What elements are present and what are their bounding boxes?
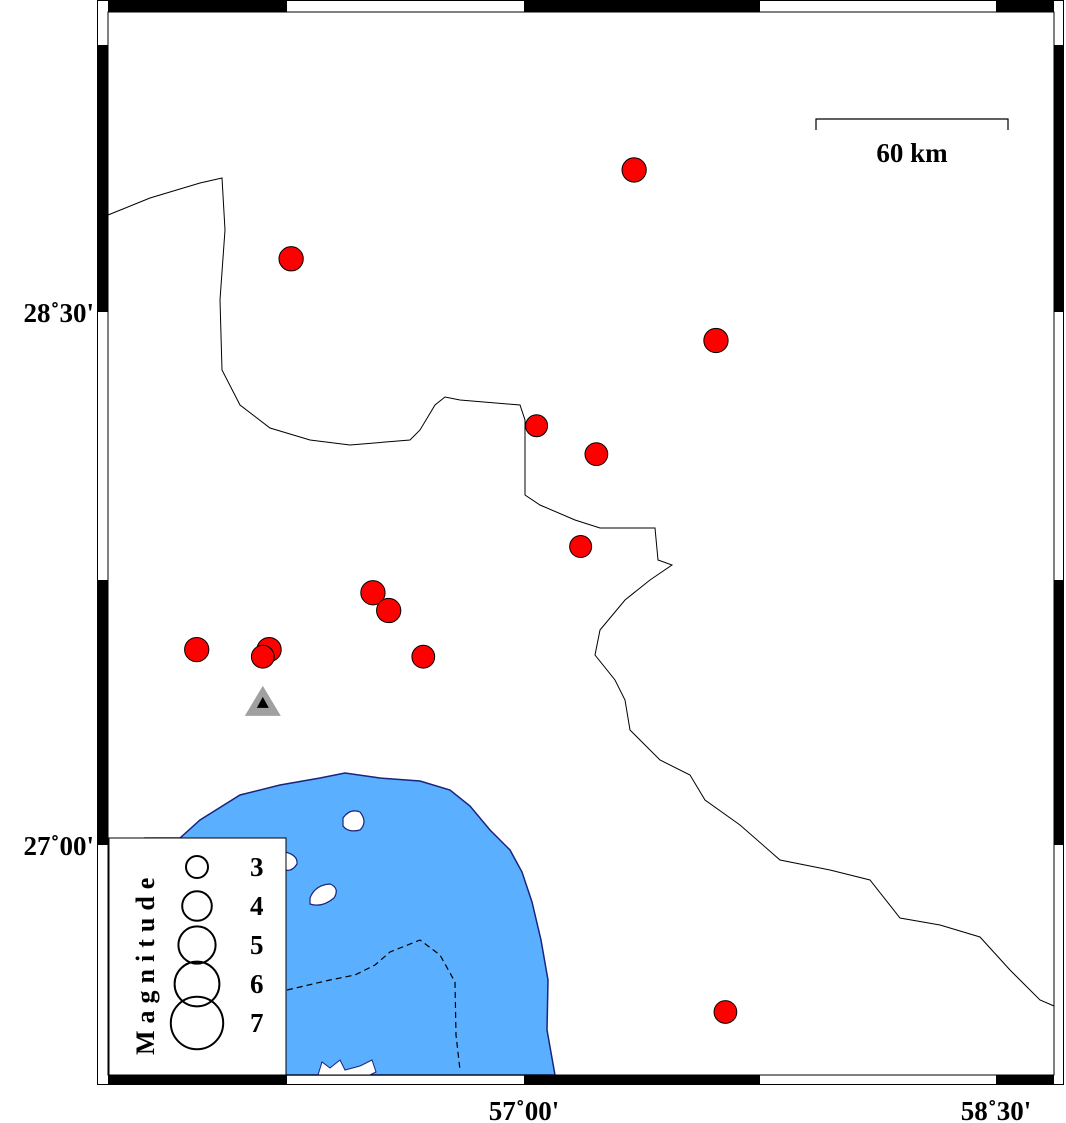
province-border xyxy=(107,177,1055,1007)
earthquake-event xyxy=(713,1000,738,1024)
island xyxy=(342,810,365,832)
legend-circle xyxy=(173,960,221,1008)
earthquake-event xyxy=(250,644,275,669)
island xyxy=(309,883,337,906)
lat-tick-label: 28˚30' xyxy=(24,298,95,328)
scale-bar: 60 km xyxy=(815,118,1009,168)
scale-bar-label: 60 km xyxy=(876,138,948,168)
earthquake-event xyxy=(621,157,647,183)
station-triangle-icon xyxy=(256,696,269,708)
legend-circle xyxy=(181,890,213,922)
legend-circle xyxy=(169,995,225,1051)
earthquake-event xyxy=(360,580,386,606)
earthquake-event xyxy=(584,442,609,467)
lat-tick-label: 27˚00' xyxy=(24,831,95,861)
earthquake-event xyxy=(376,597,402,624)
legend-label: 7 xyxy=(250,1008,264,1038)
station-marker xyxy=(244,685,281,716)
earthquake-event xyxy=(278,246,304,272)
legend-circle xyxy=(185,855,209,879)
legend-label: 4 xyxy=(250,891,264,921)
lon-tick-label: 57˚00' xyxy=(489,1096,560,1123)
earthquake-event xyxy=(703,327,729,354)
lon-tick-label: 58˚30' xyxy=(961,1096,1032,1123)
magnitude-legend: Magnitude 3 4 5 6 7 xyxy=(108,837,287,1076)
island xyxy=(284,851,298,871)
legend-title: Magnitude xyxy=(131,871,160,1055)
legend-circle xyxy=(177,925,217,965)
earthquake-event xyxy=(569,535,593,559)
map-frame xyxy=(97,0,1064,1085)
earthquake-event xyxy=(525,414,549,438)
island-group xyxy=(317,1059,377,1076)
earthquake-event xyxy=(184,636,210,663)
earthquake-event xyxy=(411,644,436,669)
event-layer xyxy=(184,157,738,1024)
legend-label: 5 xyxy=(250,930,264,960)
legend-label: 6 xyxy=(250,969,264,999)
legend-label: 3 xyxy=(250,852,264,882)
